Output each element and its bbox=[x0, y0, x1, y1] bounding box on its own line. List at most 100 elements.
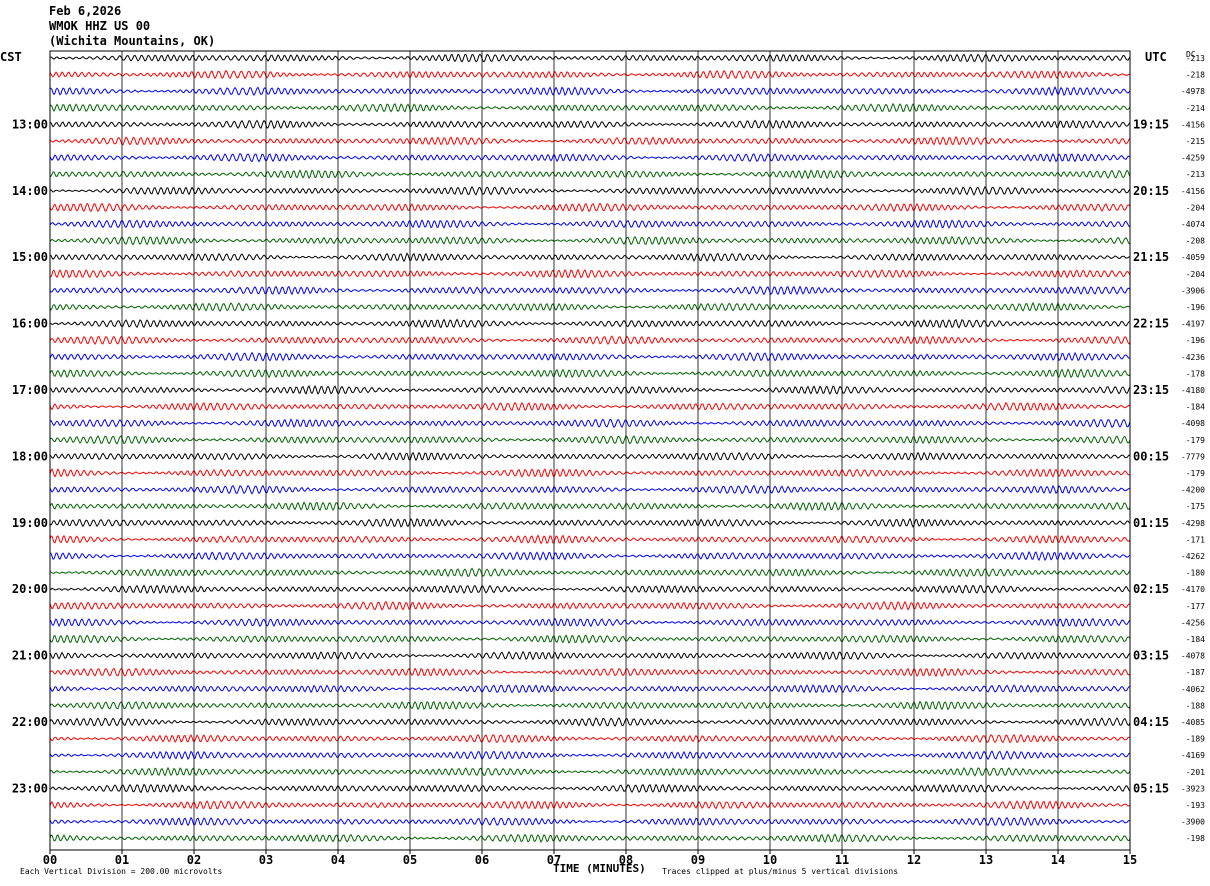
x-tick-label-13: 13 bbox=[979, 853, 993, 867]
x-tick-label-09: 09 bbox=[691, 853, 705, 867]
dc-offset-label-0: -213 bbox=[1186, 54, 1205, 63]
clip-note: Traces clipped at plus/minus 5 vertical … bbox=[662, 867, 899, 876]
x-tick-label-14: 14 bbox=[1051, 853, 1065, 867]
dc-offset-label-45: -193 bbox=[1186, 801, 1205, 810]
dc-offset-label-22: -4098 bbox=[1181, 419, 1205, 428]
trace-row-11 bbox=[49, 235, 1131, 246]
left-timezone-label: CST bbox=[0, 50, 22, 64]
dc-offset-label-26: -4200 bbox=[1181, 486, 1205, 495]
trace-row-14 bbox=[49, 285, 1131, 296]
trace-row-24 bbox=[49, 451, 1131, 462]
right-timezone-label: UTC bbox=[1145, 50, 1167, 64]
dc-offset-label-41: -189 bbox=[1186, 735, 1205, 744]
right-hour-label-4: 23:15 bbox=[1133, 383, 1169, 397]
right-hour-label-1: 20:15 bbox=[1133, 184, 1169, 198]
dc-offset-label-32: -4170 bbox=[1181, 585, 1205, 594]
dc-offset-label-33: -177 bbox=[1186, 602, 1205, 611]
dc-offset-label-38: -4062 bbox=[1181, 685, 1205, 694]
label-layer: -213 -218 -4978 -214 -4156 -215 -4259 -213 -4156… bbox=[12, 54, 1205, 867]
left-hour-label-8: 21:00 bbox=[12, 649, 48, 663]
trace-row-13 bbox=[49, 268, 1131, 279]
left-hour-label-3: 16:00 bbox=[12, 317, 48, 331]
trace-layer bbox=[49, 53, 1131, 844]
x-tick-label-12: 12 bbox=[907, 853, 921, 867]
trace-row-27 bbox=[49, 501, 1131, 512]
trace-row-4 bbox=[49, 119, 1131, 130]
trace-row-29 bbox=[49, 534, 1131, 545]
dc-offset-label-31: -180 bbox=[1186, 569, 1205, 578]
x-tick-label-01: 01 bbox=[115, 853, 129, 867]
right-hour-label-2: 21:15 bbox=[1133, 250, 1169, 264]
right-hour-label-7: 02:15 bbox=[1133, 582, 1169, 596]
trace-row-40 bbox=[49, 717, 1131, 728]
dc-offset-label-30: -4262 bbox=[1181, 552, 1205, 561]
x-tick-label-10: 10 bbox=[763, 853, 777, 867]
trace-row-26 bbox=[49, 484, 1131, 495]
dc-offset-label-36: -4078 bbox=[1181, 652, 1205, 661]
dc-offset-label-17: -196 bbox=[1186, 336, 1205, 345]
dc-offset-label-40: -4085 bbox=[1181, 718, 1205, 727]
dc-offset-label-6: -4259 bbox=[1181, 154, 1205, 163]
dc-offset-label-2: -4978 bbox=[1181, 87, 1205, 96]
left-hour-label-6: 19:00 bbox=[12, 516, 48, 530]
x-tick-label-00: 00 bbox=[43, 853, 57, 867]
dc-offset-label-18: -4236 bbox=[1181, 353, 1205, 362]
trace-row-34 bbox=[49, 617, 1131, 628]
dc-offset-label-25: -179 bbox=[1186, 469, 1205, 478]
dc-offset-label-3: -214 bbox=[1186, 104, 1205, 113]
dc-offset-label-37: -187 bbox=[1186, 668, 1205, 677]
right-hour-label-0: 19:15 bbox=[1133, 117, 1169, 131]
trace-row-22 bbox=[49, 418, 1131, 429]
right-hour-label-6: 01:15 bbox=[1133, 516, 1169, 530]
grid-layer bbox=[49, 50, 1131, 854]
trace-row-1 bbox=[49, 69, 1131, 80]
x-tick-label-08: 08 bbox=[619, 853, 633, 867]
dc-offset-label-43: -201 bbox=[1186, 768, 1205, 777]
dc-offset-label-46: -3900 bbox=[1181, 818, 1205, 827]
trace-row-23 bbox=[49, 435, 1131, 445]
x-tick-label-03: 03 bbox=[259, 853, 273, 867]
dc-offset-label-20: -4180 bbox=[1181, 386, 1205, 395]
dc-offset-label-42: -4169 bbox=[1181, 751, 1205, 760]
trace-row-41 bbox=[49, 733, 1131, 744]
trace-row-18 bbox=[49, 351, 1131, 362]
trace-row-0 bbox=[49, 53, 1131, 63]
dc-offset-label-7: -213 bbox=[1186, 170, 1205, 179]
left-hour-label-7: 20:00 bbox=[12, 582, 48, 596]
trace-row-6 bbox=[49, 152, 1131, 163]
trace-row-45 bbox=[49, 800, 1131, 810]
trace-row-47 bbox=[49, 833, 1131, 844]
trace-row-44 bbox=[49, 783, 1131, 794]
dc-offset-label-13: -204 bbox=[1186, 270, 1205, 279]
dc-offset-label-9: -204 bbox=[1186, 203, 1205, 212]
x-tick-label-02: 02 bbox=[187, 853, 201, 867]
dc-offset-label-10: -4074 bbox=[1181, 220, 1205, 229]
trace-row-17 bbox=[49, 335, 1131, 346]
dc-offset-label-16: -4197 bbox=[1181, 320, 1205, 329]
dc-offset-label-24: -7779 bbox=[1181, 452, 1205, 461]
plot-frame bbox=[49, 50, 1131, 851]
trace-row-20 bbox=[49, 385, 1131, 395]
dc-offset-label-4: -4156 bbox=[1181, 120, 1205, 129]
trace-row-31 bbox=[49, 567, 1131, 578]
trace-row-46 bbox=[49, 816, 1131, 827]
x-tick-label-05: 05 bbox=[403, 853, 417, 867]
dc-offset-label-47: -198 bbox=[1186, 834, 1205, 843]
dc-offset-label-34: -4256 bbox=[1181, 618, 1205, 627]
trace-row-10 bbox=[49, 219, 1131, 229]
trace-row-36 bbox=[49, 650, 1131, 661]
trace-row-43 bbox=[49, 766, 1131, 777]
trace-row-37 bbox=[49, 667, 1131, 678]
dc-offset-label-35: -184 bbox=[1186, 635, 1205, 644]
dc-offset-label-29: -171 bbox=[1186, 535, 1205, 544]
trace-row-8 bbox=[49, 185, 1131, 196]
trace-row-38 bbox=[49, 684, 1131, 694]
left-hour-label-0: 13:00 bbox=[12, 117, 48, 131]
left-hour-label-9: 22:00 bbox=[12, 715, 48, 729]
trace-row-28 bbox=[49, 517, 1131, 528]
x-tick-label-06: 06 bbox=[475, 853, 489, 867]
right-hour-label-3: 22:15 bbox=[1133, 317, 1169, 331]
dc-offset-label-11: -208 bbox=[1186, 237, 1205, 246]
trace-row-21 bbox=[49, 401, 1131, 412]
